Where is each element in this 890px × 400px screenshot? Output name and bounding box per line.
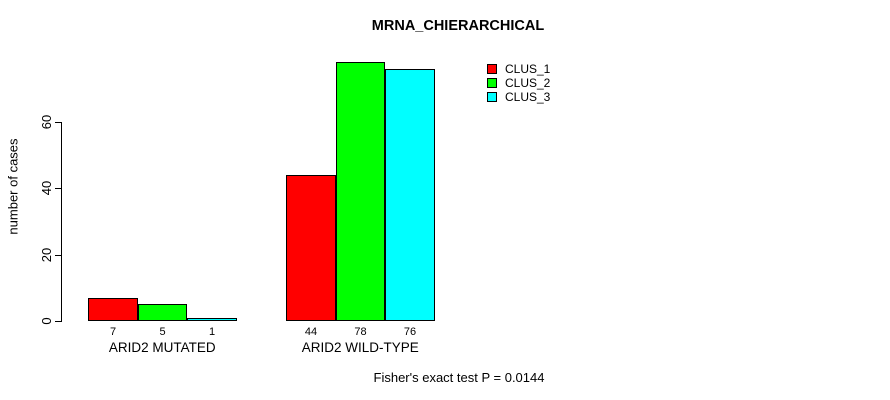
legend-label: CLUS_1	[505, 62, 551, 76]
y-tick-label: 60	[39, 114, 54, 130]
y-axis-title: number of cases	[5, 138, 21, 235]
bar-value-label: 1	[208, 326, 216, 338]
legend-swatch-clus_2	[487, 78, 497, 88]
bar-value-label: 7	[109, 326, 117, 338]
y-axis-line	[61, 122, 62, 322]
bar-clus_3-1	[187, 318, 237, 321]
bar-value-label: 76	[403, 326, 417, 338]
legend-label: CLUS_3	[505, 90, 551, 104]
chart-title: MRNA_CHIERARCHICAL	[371, 18, 545, 34]
bar-value-label: 78	[354, 326, 367, 338]
bar-clus_1-1	[88, 298, 138, 321]
legend-row: CLUS_3	[487, 90, 550, 104]
legend-swatch-clus_1	[487, 64, 497, 74]
bar-clus_1-2	[286, 175, 336, 321]
bar-clus_2-1	[138, 304, 187, 321]
bar-clus_3-2	[385, 69, 435, 321]
legend-label: CLUS_2	[505, 76, 551, 90]
y-tick-mark	[55, 255, 61, 256]
y-tick-label: 0	[39, 317, 54, 325]
legend-swatch-clus_3	[487, 92, 497, 102]
y-tick-mark	[55, 122, 61, 123]
bar-value-label: 44	[304, 326, 318, 338]
y-tick-mark	[55, 188, 61, 189]
bar-clus_2-2	[336, 62, 385, 321]
legend-row: CLUS_1	[487, 62, 550, 76]
legend-row: CLUS_2	[487, 76, 550, 90]
y-tick-label: 40	[39, 180, 54, 196]
bar-value-label: 5	[159, 326, 166, 338]
legend: CLUS_1 CLUS_2 CLUS_3	[487, 62, 550, 104]
x-category-label: ARID2 WILD-TYPE	[301, 340, 419, 355]
y-tick-mark	[55, 321, 61, 322]
x-category-label: ARID2 MUTATED	[108, 340, 216, 355]
y-tick-label: 20	[39, 247, 54, 263]
fisher-test-note: Fisher's exact test P = 0.0144	[373, 370, 545, 385]
